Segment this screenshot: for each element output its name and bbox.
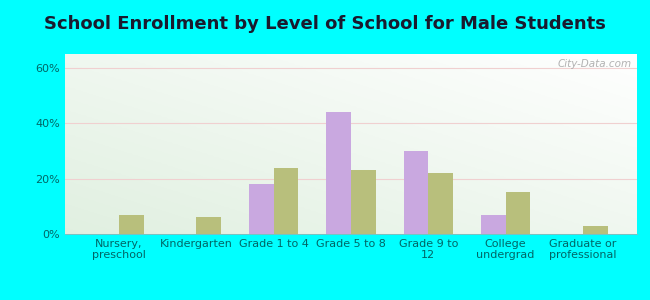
- Bar: [119, 214, 144, 234]
- Bar: [196, 218, 221, 234]
- Bar: [481, 214, 506, 234]
- Bar: [428, 173, 453, 234]
- Text: City-Data.com: City-Data.com: [557, 59, 631, 69]
- Text: School Enrollment by Level of School for Male Students: School Enrollment by Level of School for…: [44, 15, 606, 33]
- Bar: [274, 167, 298, 234]
- Bar: [583, 226, 608, 234]
- Bar: [326, 112, 351, 234]
- Bar: [404, 151, 428, 234]
- Bar: [506, 193, 530, 234]
- Bar: [351, 170, 376, 234]
- Bar: [249, 184, 274, 234]
